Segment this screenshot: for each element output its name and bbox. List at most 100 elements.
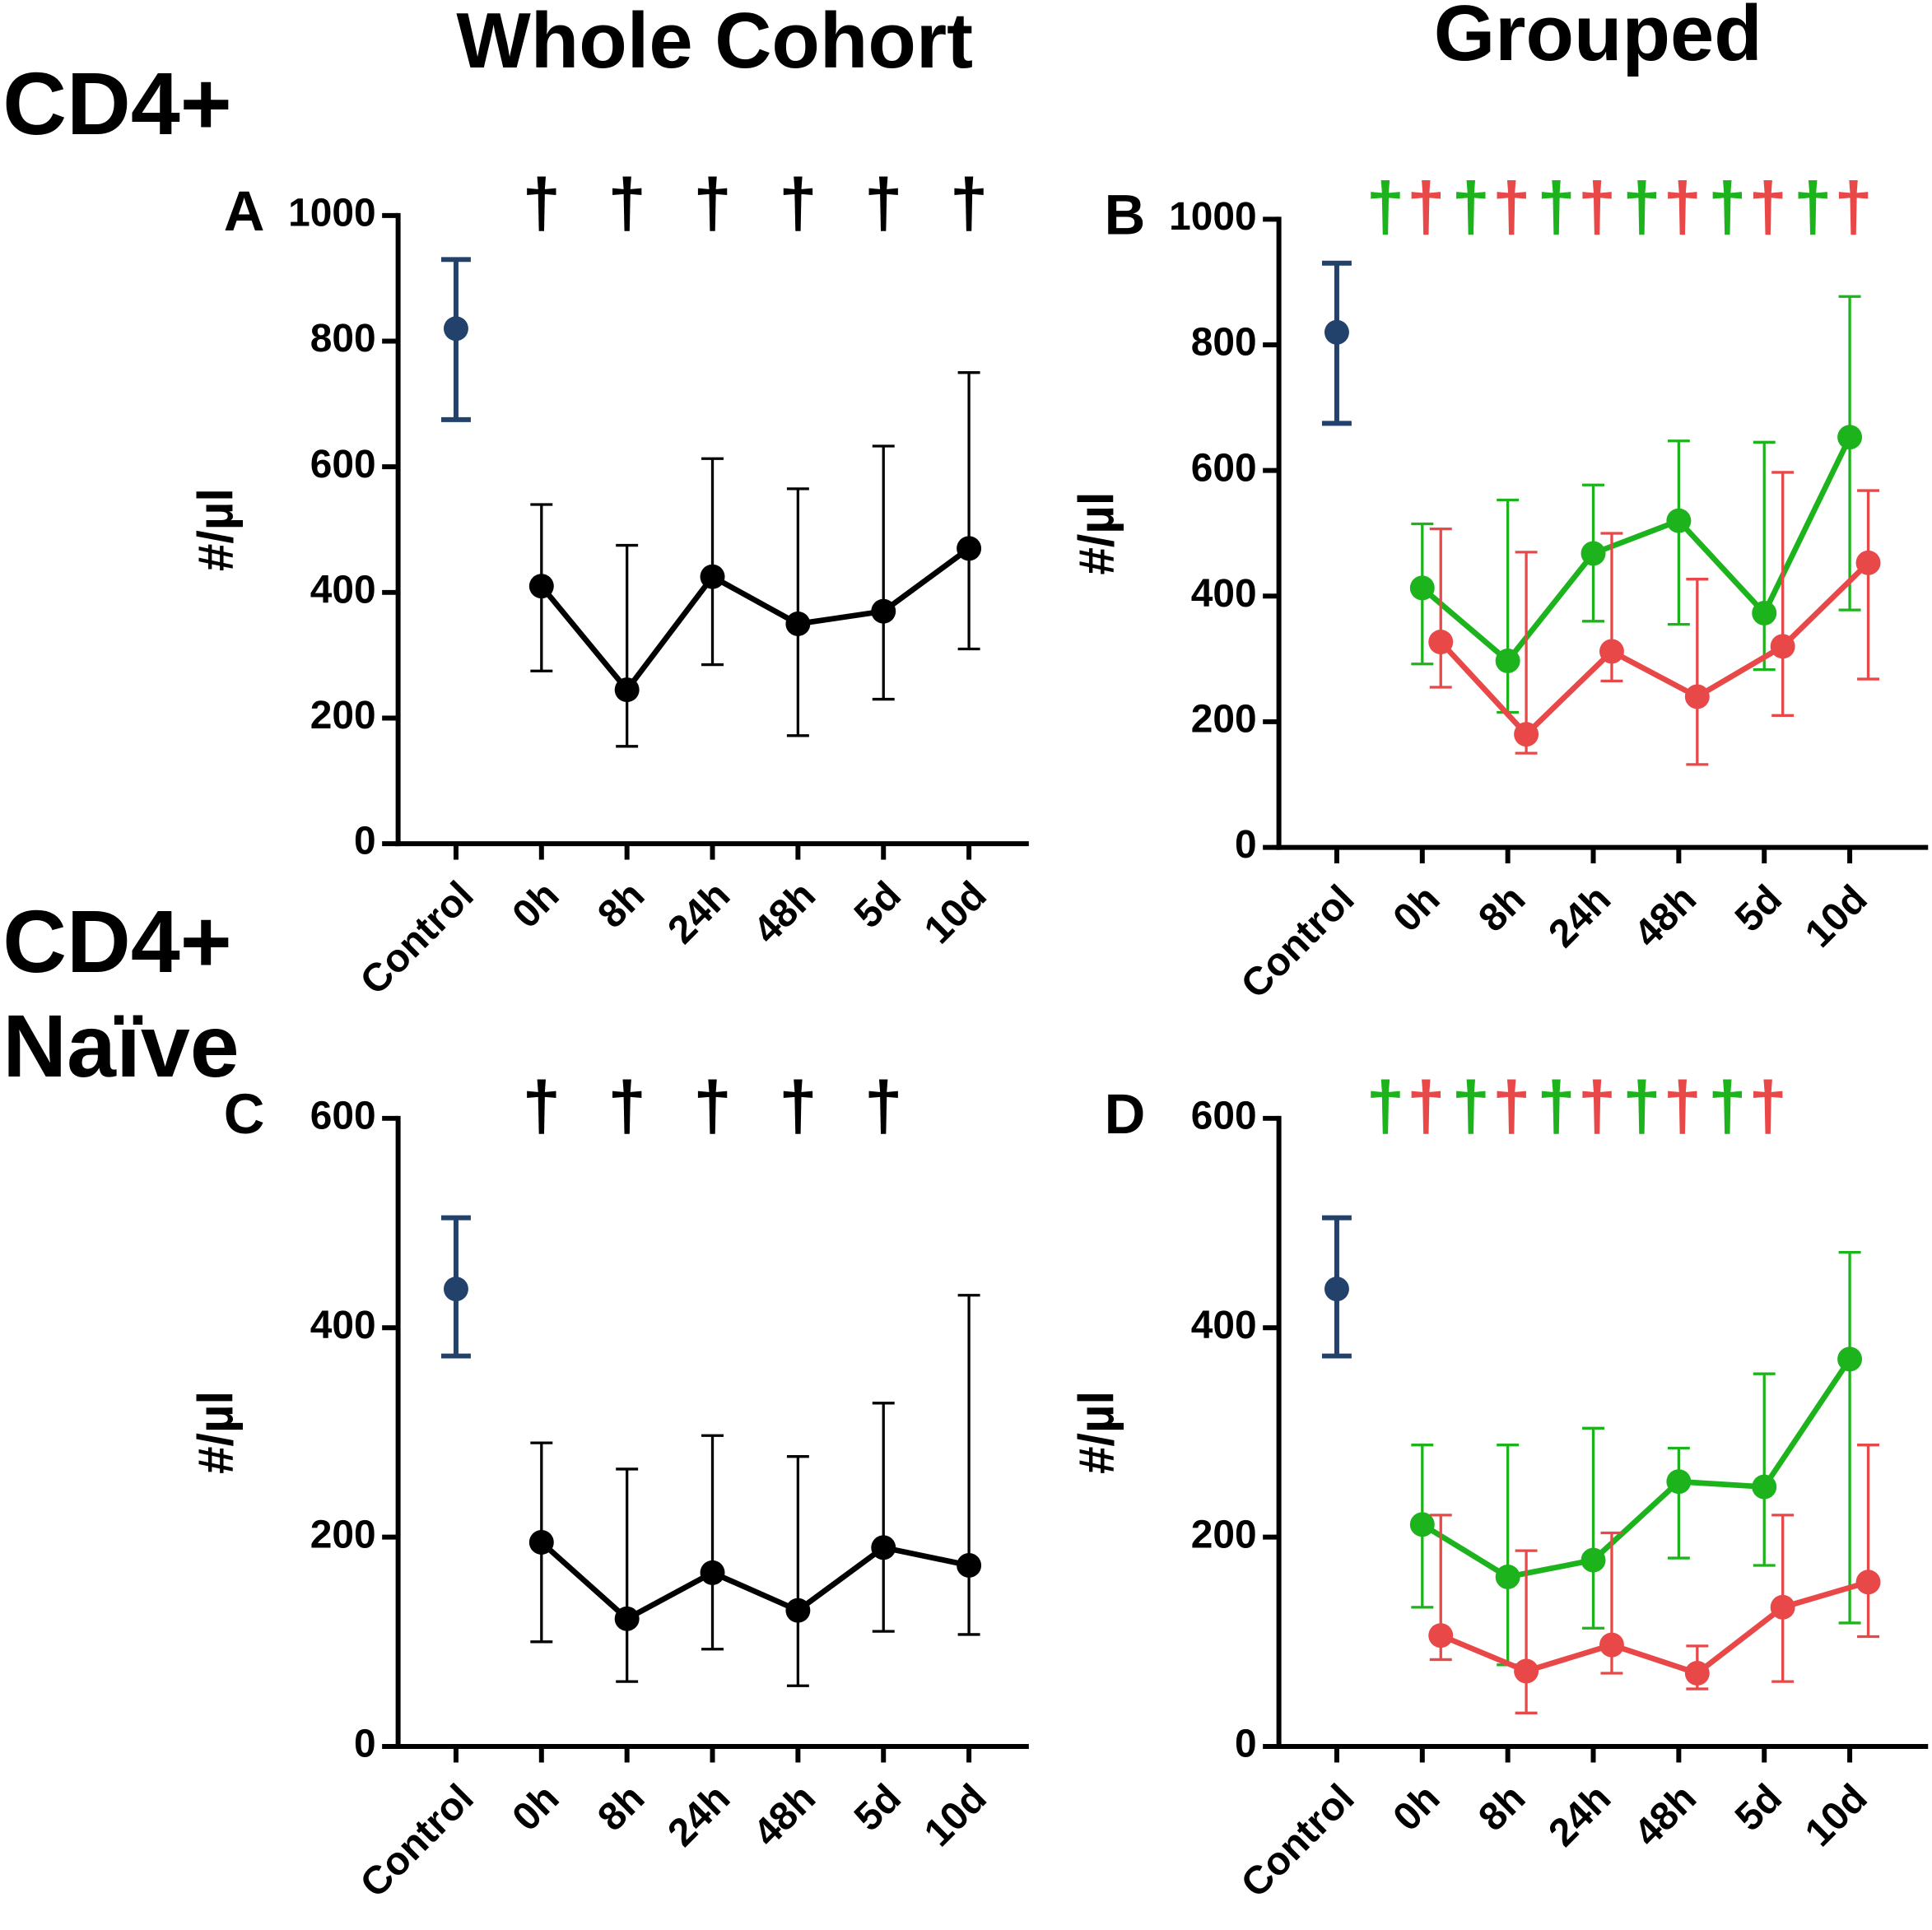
data-point xyxy=(1837,1346,1863,1372)
data-point xyxy=(1428,630,1454,654)
significance-marker: † xyxy=(1407,1067,1446,1144)
x-tick-label: 24h xyxy=(1540,1776,1619,1855)
significance-marker: † xyxy=(1748,1067,1787,1144)
significance-marker: † xyxy=(1451,168,1490,245)
error-bar xyxy=(1857,489,1879,681)
y-tick-label: 200 xyxy=(310,1513,376,1556)
significance-marker: † xyxy=(693,1067,732,1144)
x-tick-label: 8h xyxy=(1470,877,1534,941)
data-point xyxy=(1324,319,1349,345)
significance-marker: † xyxy=(523,1067,561,1144)
y-tick-label: 600 xyxy=(1191,446,1257,490)
error-bar xyxy=(701,1434,724,1651)
x-tick-label: Control xyxy=(352,873,482,1003)
error-bar xyxy=(1857,1444,1879,1639)
column-title: Whole Cohort xyxy=(456,0,973,85)
y-axis-label: #/µl xyxy=(1068,491,1124,574)
significance-marker: † xyxy=(1537,168,1576,245)
y-tick-label: 800 xyxy=(1191,321,1257,365)
error-bar xyxy=(786,1455,809,1687)
series-line xyxy=(1438,560,1870,739)
significance-marker: † xyxy=(1794,168,1832,245)
x-tick-label: 5d xyxy=(846,873,910,937)
x-tick-label: 48h xyxy=(1626,1776,1705,1855)
significance-marker: † xyxy=(864,164,903,241)
error-bar xyxy=(1667,1446,1690,1560)
series-line xyxy=(539,546,971,695)
data-point xyxy=(443,316,468,342)
y-axis-label: #/µl xyxy=(188,1391,243,1474)
significance-marker: † xyxy=(1492,1067,1531,1144)
significance-marker: † xyxy=(1407,168,1446,245)
series-line xyxy=(539,1540,970,1622)
data-point xyxy=(1514,1658,1539,1684)
data-point xyxy=(1666,1469,1692,1495)
data-point xyxy=(1666,508,1692,533)
significance-marker: † xyxy=(1366,1067,1405,1144)
data-point xyxy=(1837,425,1863,450)
data-point xyxy=(1428,1623,1454,1649)
data-point xyxy=(614,677,640,703)
data-point xyxy=(700,1560,725,1585)
significance-marker: † xyxy=(1748,168,1787,245)
significance-marker: † xyxy=(864,1067,903,1144)
significance-marker: † xyxy=(693,164,732,241)
significance-marker: † xyxy=(1366,168,1405,245)
panel-label: A xyxy=(224,179,265,243)
x-tick-label: 0h xyxy=(1385,877,1448,941)
y-tick-label: 400 xyxy=(310,568,376,612)
error-bar xyxy=(1771,471,1795,717)
x-tick-label: 24h xyxy=(659,873,738,952)
y-tick-label: 0 xyxy=(354,820,376,863)
significance-marker: † xyxy=(1622,1067,1661,1144)
x-tick-label: 0h xyxy=(505,1776,568,1839)
significance-marker: † xyxy=(1708,168,1747,245)
y-tick-label: 1000 xyxy=(1169,195,1257,239)
series-line xyxy=(1421,1357,1852,1580)
error-bar xyxy=(872,444,895,701)
x-tick-label: Control xyxy=(1233,877,1363,1007)
error-bar xyxy=(616,543,639,748)
y-tick-label: 0 xyxy=(1235,1723,1257,1766)
data-point xyxy=(1599,1632,1624,1658)
x-tick-label: 10d xyxy=(916,873,995,952)
column-title: Grouped xyxy=(1434,0,1762,77)
significance-marker: † xyxy=(1578,168,1617,245)
y-axis-label: #/µl xyxy=(188,488,243,571)
significance-marker: † xyxy=(1834,168,1873,245)
y-tick-label: 600 xyxy=(310,443,376,486)
x-tick-label: 24h xyxy=(1540,877,1619,956)
row-title: CD4+ xyxy=(2,891,231,991)
data-point xyxy=(443,1277,468,1302)
series-line xyxy=(1420,435,1853,665)
significance-marker: † xyxy=(779,164,817,241)
data-point xyxy=(957,536,982,561)
data-point xyxy=(1514,722,1539,747)
significance-marker: † xyxy=(1537,1067,1576,1144)
y-tick-label: 400 xyxy=(1191,572,1257,616)
error-bar xyxy=(872,1402,895,1633)
significance-marker: † xyxy=(1492,168,1531,245)
y-tick-label: 600 xyxy=(1191,1094,1257,1137)
row-title: CD4+ xyxy=(2,53,231,153)
error-bar xyxy=(1686,578,1709,766)
data-point xyxy=(1855,1570,1881,1595)
data-point xyxy=(1409,575,1435,601)
x-tick-label: 0h xyxy=(505,873,568,937)
y-axis-label: #/µl xyxy=(1068,1391,1124,1474)
significance-marker: † xyxy=(1578,1067,1617,1144)
x-tick-label: 24h xyxy=(659,1776,738,1855)
error-bar xyxy=(1753,1372,1776,1567)
error-bar xyxy=(1838,295,1861,612)
x-tick-label: 48h xyxy=(1626,877,1705,956)
x-tick-label: 10d xyxy=(916,1776,995,1855)
data-point xyxy=(785,612,811,636)
error-bar xyxy=(1515,1549,1538,1714)
significance-marker: † xyxy=(1622,168,1661,245)
data-point xyxy=(1752,600,1777,626)
y-tick-label: 200 xyxy=(1191,1513,1257,1556)
data-point xyxy=(871,598,896,624)
data-point xyxy=(785,1597,811,1623)
data-point xyxy=(1409,1512,1435,1537)
